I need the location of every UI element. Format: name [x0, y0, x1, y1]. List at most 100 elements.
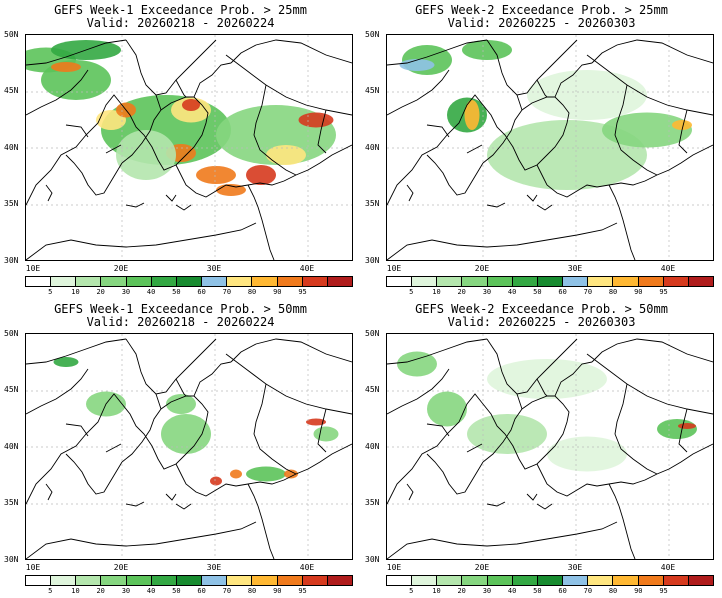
- coastline: [45, 483, 192, 510]
- panel-week1-50mm: GEFS Week-1 Exceedance Prob. > 50mm Vali…: [0, 299, 361, 598]
- coastline: [406, 184, 553, 211]
- coastline: [253, 84, 297, 176]
- graticule: [387, 334, 713, 559]
- lat-label: 50N: [4, 329, 19, 338]
- color-swatch: [227, 277, 253, 286]
- color-bar-label: 10: [432, 587, 441, 595]
- lon-label: 30E: [206, 264, 222, 273]
- coastline: [247, 184, 275, 260]
- coastlines: [387, 338, 713, 559]
- color-swatch: [51, 277, 77, 286]
- color-swatch: [252, 277, 278, 286]
- lon-label: 20E: [113, 563, 129, 572]
- coastline: [426, 124, 483, 154]
- panel-title: GEFS Week-1 Exceedance Prob. > 50mm: [54, 302, 307, 316]
- color-swatch: [613, 576, 639, 585]
- color-swatch: [638, 576, 664, 585]
- color-bar-label: 70: [222, 288, 232, 296]
- color-bar-label: 20: [96, 288, 105, 296]
- color-swatch: [512, 277, 538, 286]
- color-bar-label: 95: [659, 288, 668, 296]
- map-canvas: [26, 35, 352, 260]
- color-bar-label: 80: [608, 288, 618, 296]
- probability-contour: [462, 40, 512, 60]
- coastline: [387, 69, 450, 116]
- probability-contour: [399, 59, 435, 71]
- color-swatch: [588, 277, 614, 286]
- color-swatch: [613, 277, 639, 286]
- coastline: [26, 368, 89, 415]
- map-canvas: [387, 334, 713, 559]
- color-bar-label: 10: [71, 587, 80, 595]
- coastline: [26, 222, 257, 260]
- probability-contour: [427, 391, 467, 427]
- color-swatch: [101, 576, 127, 585]
- color-bar-label: 20: [457, 288, 466, 296]
- panel-title: GEFS Week-2 Exceedance Prob. > 50mm: [415, 302, 668, 316]
- color-bar-label: 70: [583, 587, 593, 595]
- color-bar-label: 95: [298, 587, 307, 595]
- color-swatch: [202, 576, 228, 585]
- color-swatch: [202, 277, 228, 286]
- color-bar-label: 70: [583, 288, 593, 296]
- color-bar-label: 30: [482, 587, 492, 595]
- coastline: [387, 62, 593, 206]
- color-swatch: [327, 576, 353, 585]
- color-bar-label: 60: [558, 288, 567, 296]
- color-bar-label: 80: [247, 288, 257, 296]
- coastline: [26, 338, 127, 365]
- color-swatch: [412, 277, 438, 286]
- color-bar-label: 50: [172, 288, 181, 296]
- panel-valid-dates: Valid: 20260225 - 20260303: [447, 315, 636, 329]
- color-swatch: [537, 576, 564, 585]
- probability-contour: [547, 436, 627, 472]
- lat-label: 50N: [4, 30, 19, 39]
- coastline: [387, 368, 450, 415]
- probability-contour: [246, 466, 286, 482]
- panel-valid-dates: Valid: 20260225 - 20260303: [447, 16, 636, 30]
- probability-contour: [230, 469, 242, 479]
- probability-contour: [657, 419, 697, 439]
- lat-label: 30N: [4, 555, 19, 564]
- coastline: [65, 453, 123, 495]
- color-bar-label: 90: [634, 288, 643, 296]
- color-swatch: [638, 277, 664, 286]
- color-swatch: [563, 277, 589, 286]
- coastline: [426, 423, 483, 453]
- coastline: [121, 395, 194, 463]
- lon-label: 40E: [660, 264, 676, 273]
- color-bar-label: 5: [409, 288, 414, 296]
- coastlines: [387, 39, 713, 260]
- color-bar-label: 95: [659, 587, 668, 595]
- color-bar-label: 50: [172, 587, 181, 595]
- color-swatch: [462, 576, 488, 585]
- color-swatch: [387, 576, 413, 585]
- color-swatch: [302, 576, 328, 585]
- lat-label: 40N: [365, 143, 380, 152]
- probability-contour: [196, 166, 236, 184]
- color-swatch: [688, 277, 714, 286]
- lat-label: 45N: [365, 385, 380, 394]
- coastline: [125, 39, 217, 96]
- probability-contour: [161, 414, 211, 454]
- coastline: [387, 338, 488, 365]
- coastline: [486, 338, 578, 395]
- lon-label: 30E: [567, 563, 583, 572]
- coastline: [406, 483, 553, 510]
- probability-contour: [210, 476, 222, 486]
- coastline: [26, 69, 89, 116]
- color-swatch: [688, 576, 714, 585]
- probability-map: [386, 333, 714, 560]
- color-swatch: [76, 277, 102, 286]
- color-bar-label: 80: [608, 587, 618, 595]
- coastline: [387, 222, 618, 260]
- probability-contour: [96, 110, 126, 130]
- probability-map: [386, 34, 714, 261]
- coastline: [26, 361, 232, 505]
- graticule: [387, 35, 713, 260]
- coastline: [225, 353, 352, 415]
- lat-label: 40N: [4, 442, 19, 451]
- lat-label: 35N: [4, 199, 19, 208]
- lon-label: 10E: [25, 264, 41, 273]
- color-swatch: [26, 576, 52, 585]
